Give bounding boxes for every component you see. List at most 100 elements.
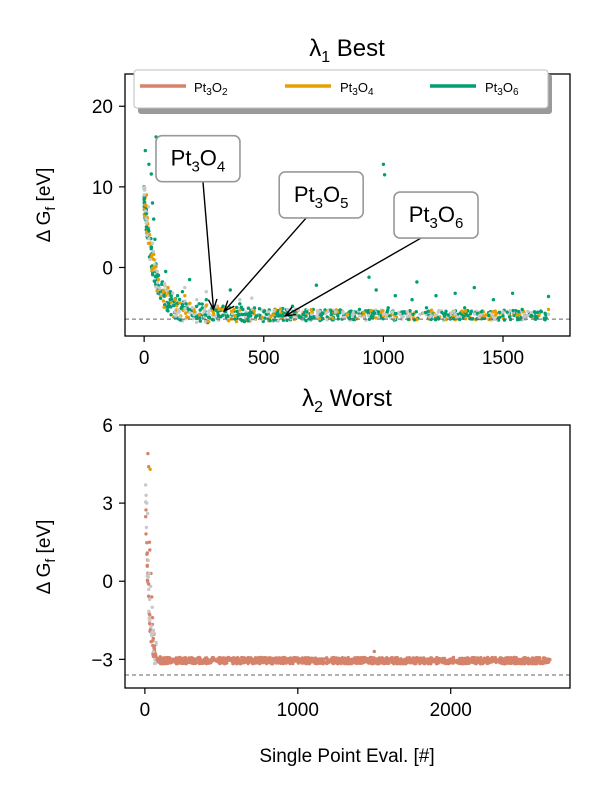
data-point [295, 657, 300, 662]
data-point-pt3o2 [280, 660, 285, 664]
data-point-pt3o6 [319, 314, 323, 318]
data-point [148, 619, 152, 623]
data-point [145, 552, 149, 556]
data-point [516, 309, 521, 314]
data-point [313, 661, 317, 665]
data-point [306, 660, 310, 664]
data-point [534, 317, 538, 321]
data-point [384, 657, 388, 661]
data-point [144, 225, 149, 229]
data-point [157, 286, 162, 290]
data-point [226, 655, 230, 660]
annotation-box [393, 191, 479, 239]
x-tick-label: 2000 [430, 700, 472, 721]
data-point [190, 306, 194, 310]
data-point [155, 289, 159, 293]
data-point [543, 311, 547, 315]
data-point [240, 659, 244, 664]
data-point-other [195, 298, 199, 302]
data-point [372, 311, 377, 315]
data-point [162, 293, 166, 298]
data-point-pt3o4 [233, 314, 237, 318]
data-point-pt3o6 [153, 237, 157, 241]
y-tick-label: 0 [102, 572, 113, 593]
y-axis-label-bottom: Δ Gf [eV] [34, 520, 58, 595]
data-point-pt3o2 [311, 659, 315, 663]
data-point [491, 315, 495, 320]
data-point [249, 660, 254, 664]
legend-label-pt3o6: Pt3O6 [485, 80, 519, 98]
data-point [497, 310, 502, 314]
data-point [227, 658, 232, 662]
data-point-pt3o2 [148, 548, 152, 552]
data-point [151, 273, 155, 277]
data-point [198, 319, 202, 323]
data-point [294, 316, 298, 321]
data-point [458, 317, 462, 322]
data-point [362, 315, 366, 319]
data-point [166, 661, 170, 665]
data-point [169, 657, 173, 662]
data-point-pt3o2 [147, 540, 152, 544]
data-point [382, 661, 386, 666]
data-point [352, 318, 357, 322]
data-point [335, 657, 340, 661]
data-point [353, 657, 357, 662]
data-point [370, 660, 374, 664]
data-point [216, 310, 220, 315]
data-point-pt3o6 [443, 311, 448, 316]
title-subscript: 1 [321, 49, 330, 66]
data-point [360, 661, 364, 665]
data-point [246, 306, 251, 310]
annotation-box [155, 134, 241, 183]
data-point [487, 313, 491, 318]
data-point [442, 314, 447, 318]
data-point [284, 658, 288, 662]
title-lambda: λ [309, 35, 321, 62]
data-point [479, 661, 483, 666]
data-point [426, 309, 431, 313]
data-point [330, 661, 334, 665]
data-point [437, 308, 441, 313]
data-point-pt3o4 [482, 314, 486, 318]
data-point-other [146, 558, 150, 563]
data-point [197, 313, 201, 317]
data-point-pt3o6 [382, 173, 387, 177]
data-point-pt3o6 [415, 280, 419, 284]
data-point-other [405, 310, 409, 314]
data-point [147, 597, 152, 602]
data-point [243, 656, 247, 661]
data-point [209, 660, 213, 664]
data-point-pt3o6 [453, 291, 457, 295]
data-point [247, 657, 251, 662]
data-point-other [266, 310, 271, 314]
data-point [242, 319, 247, 324]
data-point [234, 305, 239, 310]
data-point [522, 662, 527, 666]
data-point-pt3o6 [221, 304, 225, 308]
data-point [469, 309, 473, 314]
x-tick-label: 1500 [482, 348, 524, 369]
data-point [401, 315, 405, 319]
chart-top: λ1 Best 0 500 1000 1500 0 10 20 Δ Gf [eV] Pt3… [34, 35, 571, 369]
data-point [146, 579, 150, 583]
data-point [237, 661, 241, 665]
data-point [148, 621, 152, 626]
data-point-pt3o2 [147, 465, 151, 469]
data-point [341, 310, 345, 314]
data-point-pt3o6 [281, 314, 285, 318]
data-point-pt3o2 [153, 652, 158, 656]
data-point [151, 652, 155, 656]
data-point [440, 310, 444, 315]
data-point-pt3o4 [144, 193, 149, 197]
data-point [226, 318, 231, 323]
data-point [489, 659, 493, 664]
data-point [374, 316, 378, 320]
data-point [193, 659, 197, 663]
data-point [324, 311, 328, 315]
data-point [266, 656, 270, 660]
data-point [169, 660, 173, 665]
data-point [338, 308, 342, 312]
data-point [185, 658, 189, 663]
data-point [240, 655, 244, 660]
